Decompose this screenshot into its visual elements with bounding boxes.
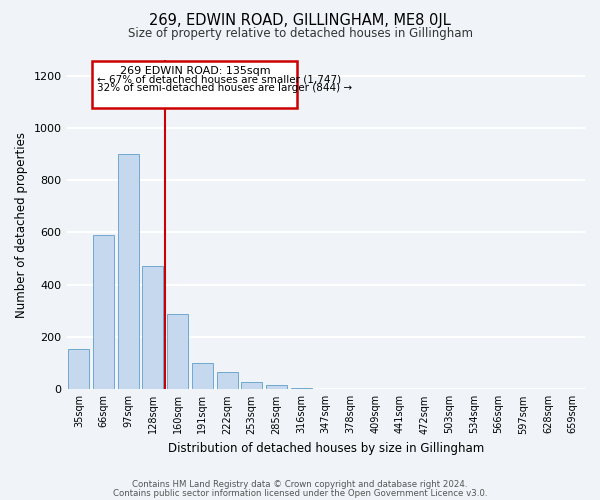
Text: ← 67% of detached houses are smaller (1,747): ← 67% of detached houses are smaller (1,… bbox=[97, 75, 341, 85]
X-axis label: Distribution of detached houses by size in Gillingham: Distribution of detached houses by size … bbox=[167, 442, 484, 455]
Bar bbox=[68, 349, 89, 390]
Bar bbox=[290, 388, 311, 390]
Text: Size of property relative to detached houses in Gillingham: Size of property relative to detached ho… bbox=[128, 28, 473, 40]
Bar bbox=[241, 382, 262, 390]
Text: 269 EDWIN ROAD: 135sqm: 269 EDWIN ROAD: 135sqm bbox=[119, 66, 270, 76]
Y-axis label: Number of detached properties: Number of detached properties bbox=[15, 132, 28, 318]
Bar bbox=[192, 363, 213, 390]
Text: Contains public sector information licensed under the Open Government Licence v3: Contains public sector information licen… bbox=[113, 488, 487, 498]
Bar bbox=[142, 266, 163, 390]
Text: 269, EDWIN ROAD, GILLINGHAM, ME8 0JL: 269, EDWIN ROAD, GILLINGHAM, ME8 0JL bbox=[149, 12, 451, 28]
Bar bbox=[266, 386, 287, 390]
FancyBboxPatch shape bbox=[92, 62, 298, 108]
Bar bbox=[118, 154, 139, 390]
Bar bbox=[217, 372, 238, 390]
Text: Contains HM Land Registry data © Crown copyright and database right 2024.: Contains HM Land Registry data © Crown c… bbox=[132, 480, 468, 489]
Bar bbox=[93, 235, 114, 390]
Bar bbox=[315, 388, 336, 390]
Bar bbox=[340, 389, 361, 390]
Text: 32% of semi-detached houses are larger (844) →: 32% of semi-detached houses are larger (… bbox=[97, 82, 353, 92]
Bar bbox=[167, 314, 188, 390]
